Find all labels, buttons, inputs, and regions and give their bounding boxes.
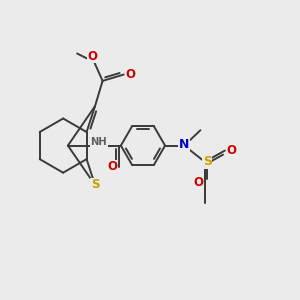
Text: O: O [226,144,236,157]
Text: N: N [179,138,189,151]
Text: O: O [125,68,135,81]
Text: O: O [107,160,117,173]
Text: S: S [91,178,99,191]
Text: O: O [88,50,98,63]
Text: S: S [203,155,212,168]
Text: NH: NH [91,137,107,147]
Text: O: O [193,176,203,190]
